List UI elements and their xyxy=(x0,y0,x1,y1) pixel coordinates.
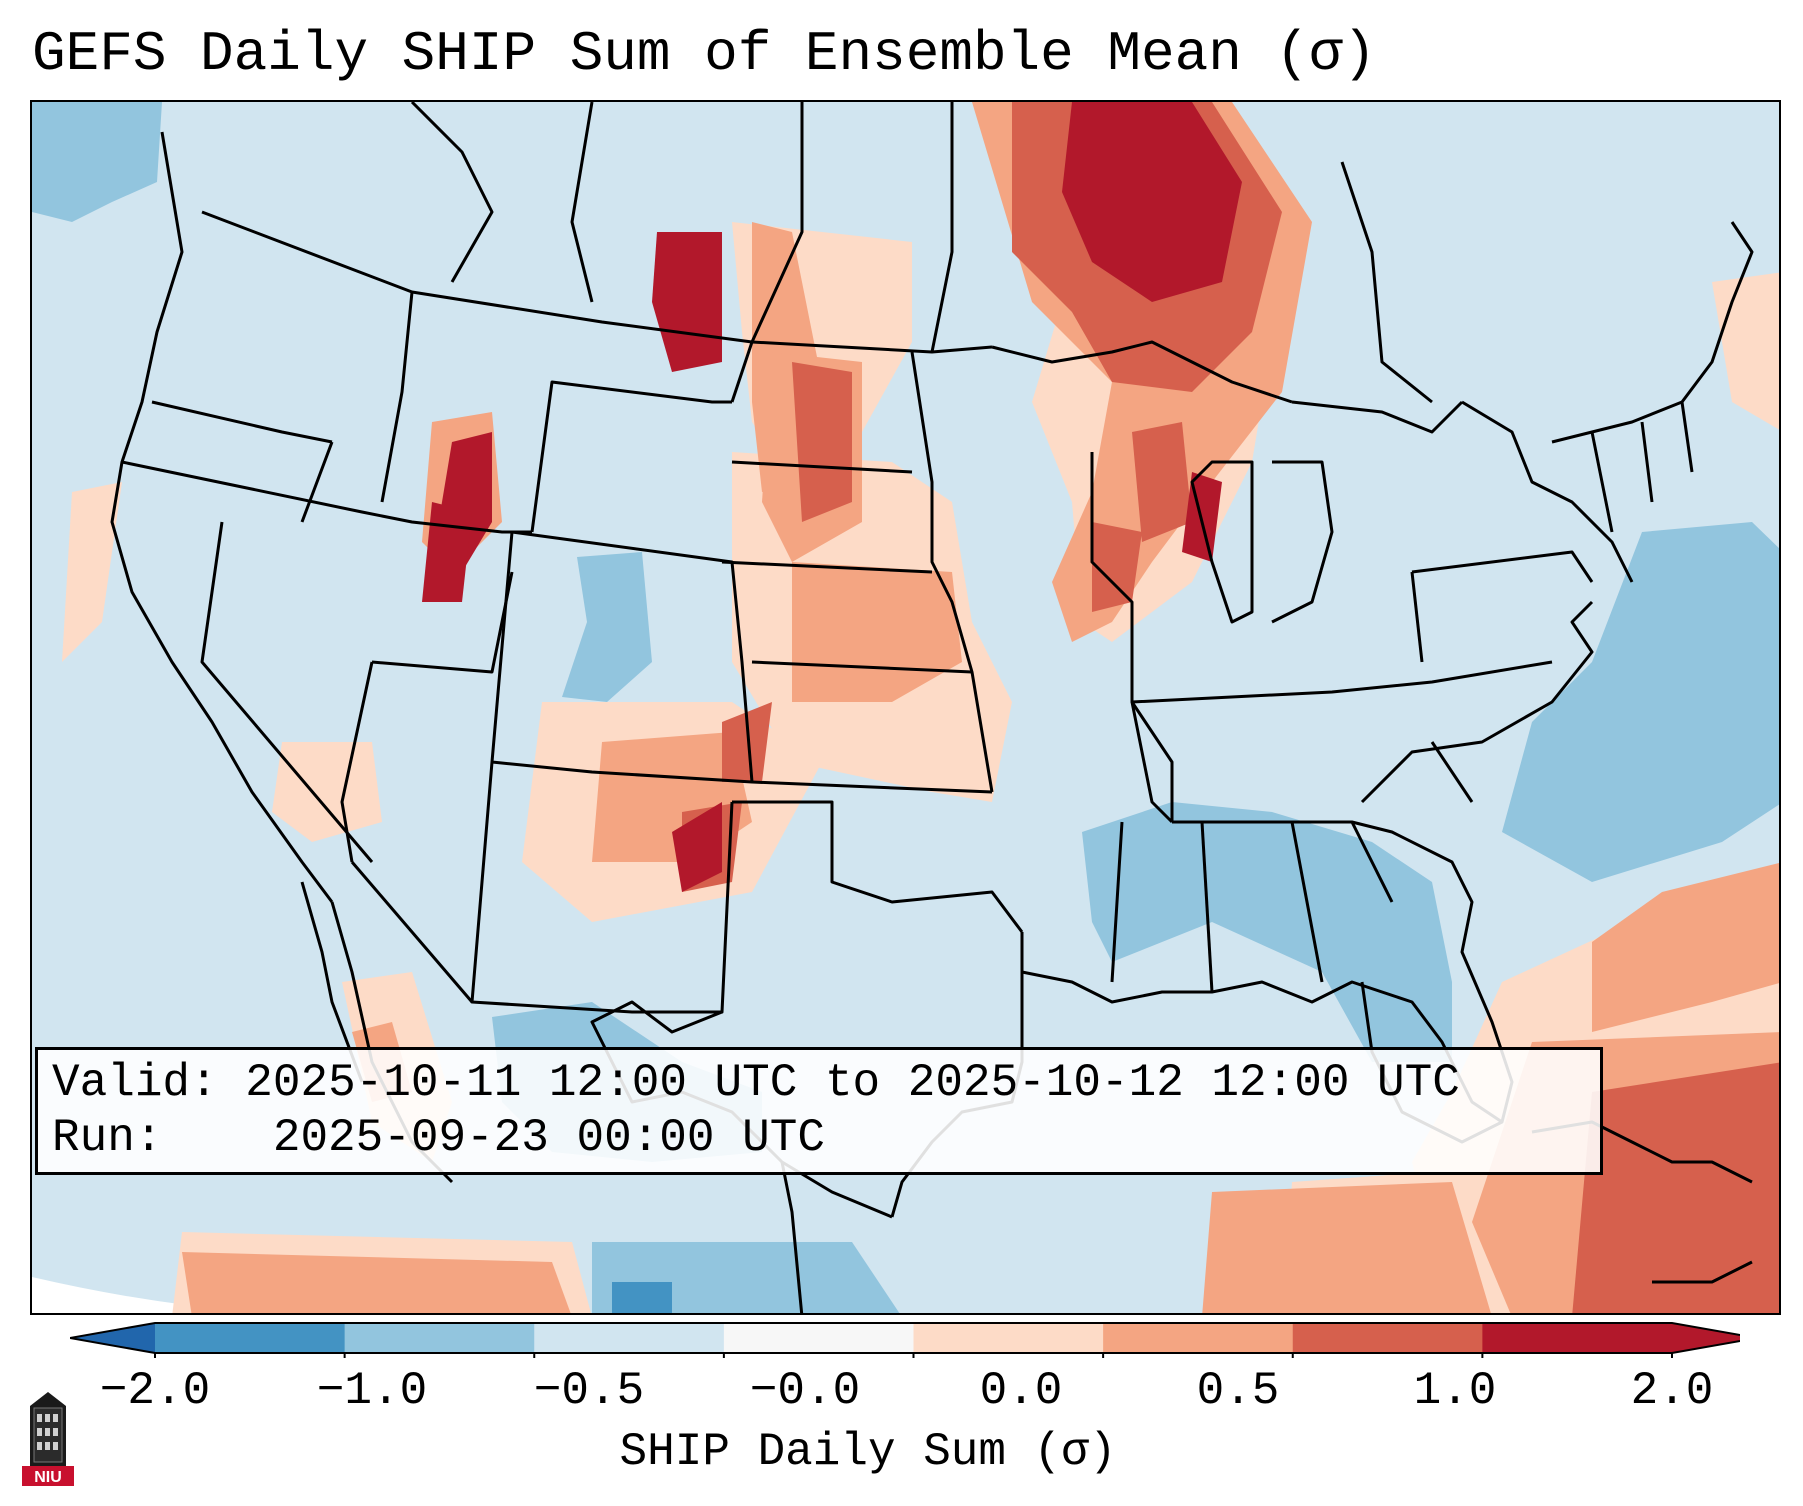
colorbar-bin xyxy=(1103,1323,1294,1353)
colorbar-tick-label: 2.0 xyxy=(1630,1365,1714,1417)
logo-text: NIU xyxy=(34,1469,62,1486)
colorbar-label: SHIP Daily Sum (σ) xyxy=(619,1426,1117,1478)
colorbar xyxy=(70,1322,1740,1358)
colorbar-bin xyxy=(723,1323,914,1353)
valid-value: 2025-10-11 12:00 UTC to 2025-10-12 12:00… xyxy=(245,1057,1460,1109)
colorbar-bin xyxy=(534,1323,725,1353)
university-tower-icon: NIU xyxy=(22,1392,74,1486)
colorbar-tick-label: 0.5 xyxy=(1196,1365,1280,1417)
colorbar-tick-label: 0.0 xyxy=(979,1365,1063,1417)
colorbar-bin xyxy=(913,1323,1104,1353)
valid-label: Valid: xyxy=(52,1057,218,1109)
map-title: GEFS Daily SHIP Sum of Ensemble Mean (σ) xyxy=(32,22,1377,86)
colorbar-over-arrow xyxy=(1672,1323,1740,1353)
colorbar-bin xyxy=(155,1323,346,1353)
validity-info-box: Valid: 2025-10-11 12:00 UTC to 2025-10-1… xyxy=(35,1047,1603,1175)
colorbar-tick-label: −2.0 xyxy=(99,1365,211,1417)
colorbar-tick-label: 1.0 xyxy=(1413,1365,1497,1417)
colorbar-bin xyxy=(344,1323,535,1353)
colorbar-tick-label: −0.5 xyxy=(533,1365,645,1417)
colorbar-bin xyxy=(1482,1323,1673,1353)
colorbar-tick-label: −1.0 xyxy=(316,1365,428,1417)
colorbar-tick-label: −0.0 xyxy=(749,1365,861,1417)
colorbar-bin xyxy=(1292,1323,1483,1353)
run-label: Run: xyxy=(52,1112,163,1164)
run-value: 2025-09-23 00:00 UTC xyxy=(272,1112,825,1164)
colorbar-under-arrow xyxy=(70,1323,155,1353)
